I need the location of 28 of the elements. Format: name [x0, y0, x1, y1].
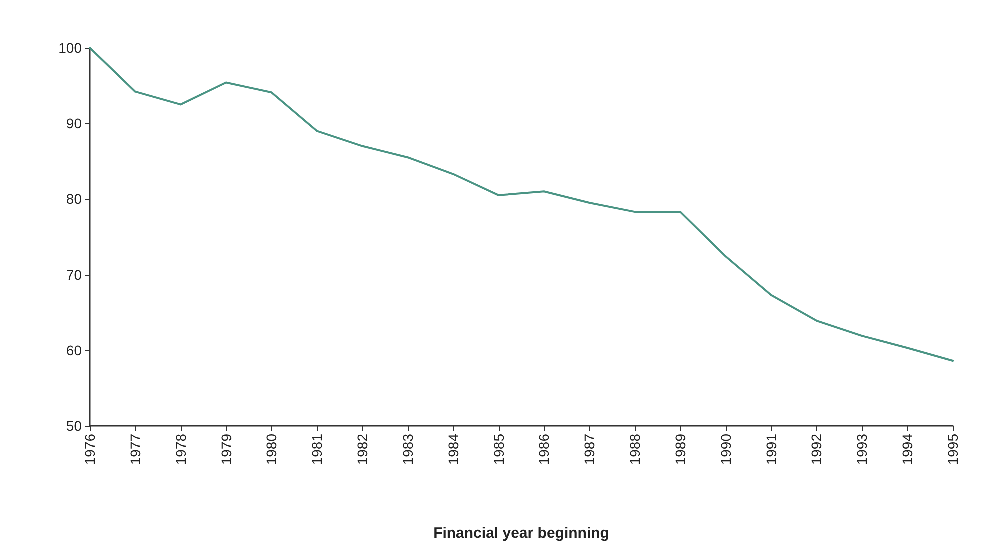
x-tick-label: 1985 — [490, 434, 507, 466]
y-tick-label: 60 — [66, 342, 82, 358]
x-tick-label: 1983 — [400, 434, 416, 466]
x-tick-label: 1978 — [172, 434, 189, 466]
x-tick-label: 1977 — [127, 434, 144, 466]
x-tick-label: 1980 — [264, 434, 280, 466]
x-tick-label: 1988 — [627, 434, 644, 466]
x-tick-label: 1976 — [82, 434, 98, 466]
x-tick-label: 1991 — [763, 434, 780, 466]
y-tick-label: 80 — [66, 191, 82, 208]
y-tick-label: 50 — [66, 418, 82, 434]
x-tick-label: 1984 — [445, 434, 462, 466]
x-tick-label: 1979 — [218, 434, 234, 466]
x-axis-title: Financial year beginning — [434, 525, 610, 542]
y-tick-label: 70 — [66, 266, 82, 283]
line-series — [89, 47, 954, 362]
y-tick-label: 100 — [58, 40, 82, 56]
x-tick-label: 1982 — [354, 434, 371, 466]
y-tick-label: 90 — [66, 116, 82, 132]
x-tick-label: 1992 — [808, 434, 825, 466]
x-tick-label: 1994 — [900, 434, 916, 466]
x-tick-label: 1990 — [718, 434, 734, 466]
x-tick-label: 1989 — [672, 434, 688, 466]
x-tick-label: 1986 — [536, 434, 552, 466]
x-tick-label: 1981 — [309, 434, 326, 466]
x-tick-label: 1993 — [854, 434, 870, 466]
x-tick-label: 1987 — [582, 434, 598, 466]
x-tick-label: 1995 — [945, 434, 961, 466]
